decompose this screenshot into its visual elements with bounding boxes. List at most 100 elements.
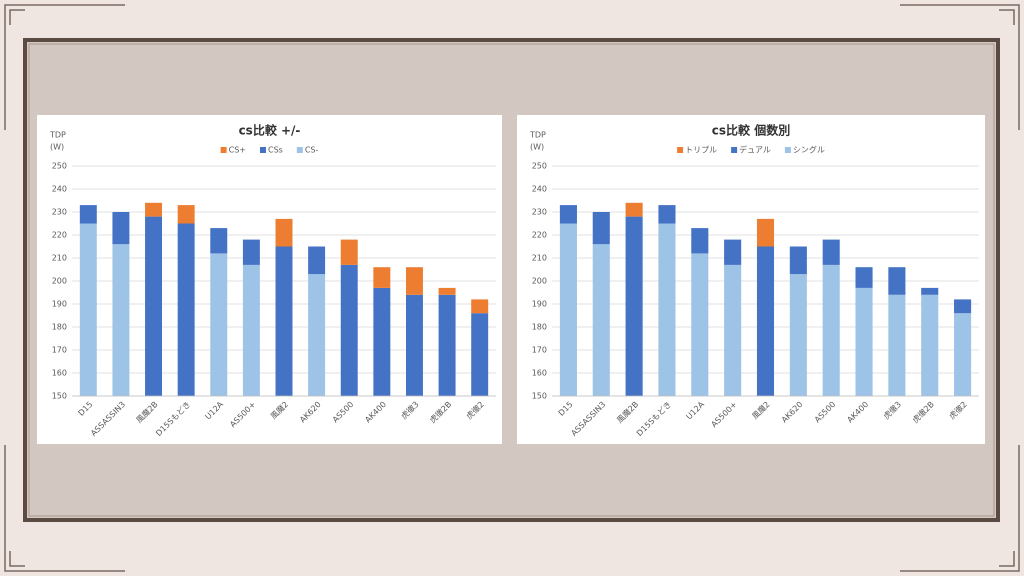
bar-segment [888,267,906,295]
bar-segment [592,212,610,245]
bar-segment [471,313,489,396]
bar-segment [242,264,260,396]
bar-segment [691,253,709,396]
bar-segment [559,205,577,224]
bar-segment [888,294,906,396]
y-tick-label: 210 [532,254,547,263]
bar-segment [112,244,130,396]
y-tick-label: 220 [532,231,547,240]
bar-segment [471,299,489,314]
y-tick-label: 230 [52,208,67,217]
y-tick-label: 200 [52,277,67,286]
bar-segment [954,313,972,396]
legend-label: CS+ [229,146,246,155]
y-tick-label: 200 [532,277,547,286]
bar-segment [177,223,195,396]
chart-background [517,115,985,444]
y-tick-label: 240 [532,185,547,194]
bar-segment [438,287,456,295]
bar-segment [756,246,775,396]
legend-label: デュアル [739,145,771,155]
bar-segment [308,246,326,275]
legend: CS+ CSs CS- [220,146,319,155]
legend: トリプル デュアル シングル [677,145,825,155]
legend-swatch [296,147,303,153]
bar-segment [625,216,643,396]
bar-segment [210,228,228,254]
y-tick-label: 150 [52,392,67,401]
legend-swatch [677,147,684,153]
y-tick-label: 150 [532,392,547,401]
bar-segment [658,223,676,396]
bar-segment [921,294,939,396]
bar-segment [210,253,228,396]
bar-segment [405,267,423,295]
bar-segment [822,264,840,396]
bar-segment [373,287,391,396]
y-tick-label: 160 [52,369,67,378]
y-tick-label: 240 [52,185,67,194]
bar-segment [145,202,163,217]
bar-segment [275,246,293,396]
y-tick-label: 190 [532,300,547,309]
bar-segment [559,223,577,396]
bar-segment [79,223,97,396]
chart: cs比較 個数別 TDP (W) 150 160 170 180 190 200 210 220 23… [517,115,985,444]
bar-segment [789,274,807,396]
legend-label: トリプル [685,146,717,155]
y-axis-label: (W) [530,143,544,152]
legend-label: CSs [268,146,283,155]
y-tick-label: 190 [52,300,67,309]
bar-segment [405,294,423,396]
bar-segment [79,205,97,224]
legend-swatch [731,147,738,153]
bar-segment [921,287,939,295]
legend-swatch [259,147,266,153]
y-axis-label: TDP [49,131,66,140]
y-tick-label: 220 [52,231,67,240]
y-tick-label: 170 [532,346,547,355]
legend-swatch [220,147,227,153]
y-tick-label: 180 [52,323,67,332]
legend-label: CS- [305,146,319,155]
chart-background [37,115,502,444]
chart-title: cs比較 個数別 [712,123,790,138]
bar-segment [691,228,709,254]
bar-segment [855,287,873,396]
bar-segment [308,274,326,396]
y-axis-label: (W) [50,143,64,152]
bar-segment [789,246,807,275]
y-tick-label: 250 [52,162,67,171]
bar-segment [592,244,610,396]
bar-segment [855,267,873,288]
bar-segment [112,212,130,245]
bar-segment [756,218,775,247]
bar-segment [822,239,840,265]
y-axis-label: TDP [529,131,546,140]
bar-segment [438,294,456,396]
bar-segment [954,299,972,314]
y-tick-label: 170 [52,346,67,355]
y-tick-label: 230 [532,208,547,217]
y-tick-label: 210 [52,254,67,263]
inner-frame [28,43,995,517]
bar-segment [177,205,195,224]
bar-segment [724,239,742,265]
bar-segment [658,205,676,224]
bar-segment [275,218,293,247]
y-tick-label: 250 [532,162,547,171]
chart: cs比較 +/- TDP (W) 150 160 170 180 190 200 210 220 23… [37,115,502,444]
bar-segment [625,202,643,217]
bar-segment [145,216,163,396]
bar-segment [340,239,358,265]
legend-label: シングル [793,145,825,155]
bar-segment [340,264,358,396]
y-tick-label: 180 [532,323,547,332]
bar-segment [373,267,391,288]
frame-decoration [4,4,1020,572]
y-tick-label: 160 [532,369,547,378]
bar-segment [724,264,742,396]
bar-segment [242,239,260,265]
